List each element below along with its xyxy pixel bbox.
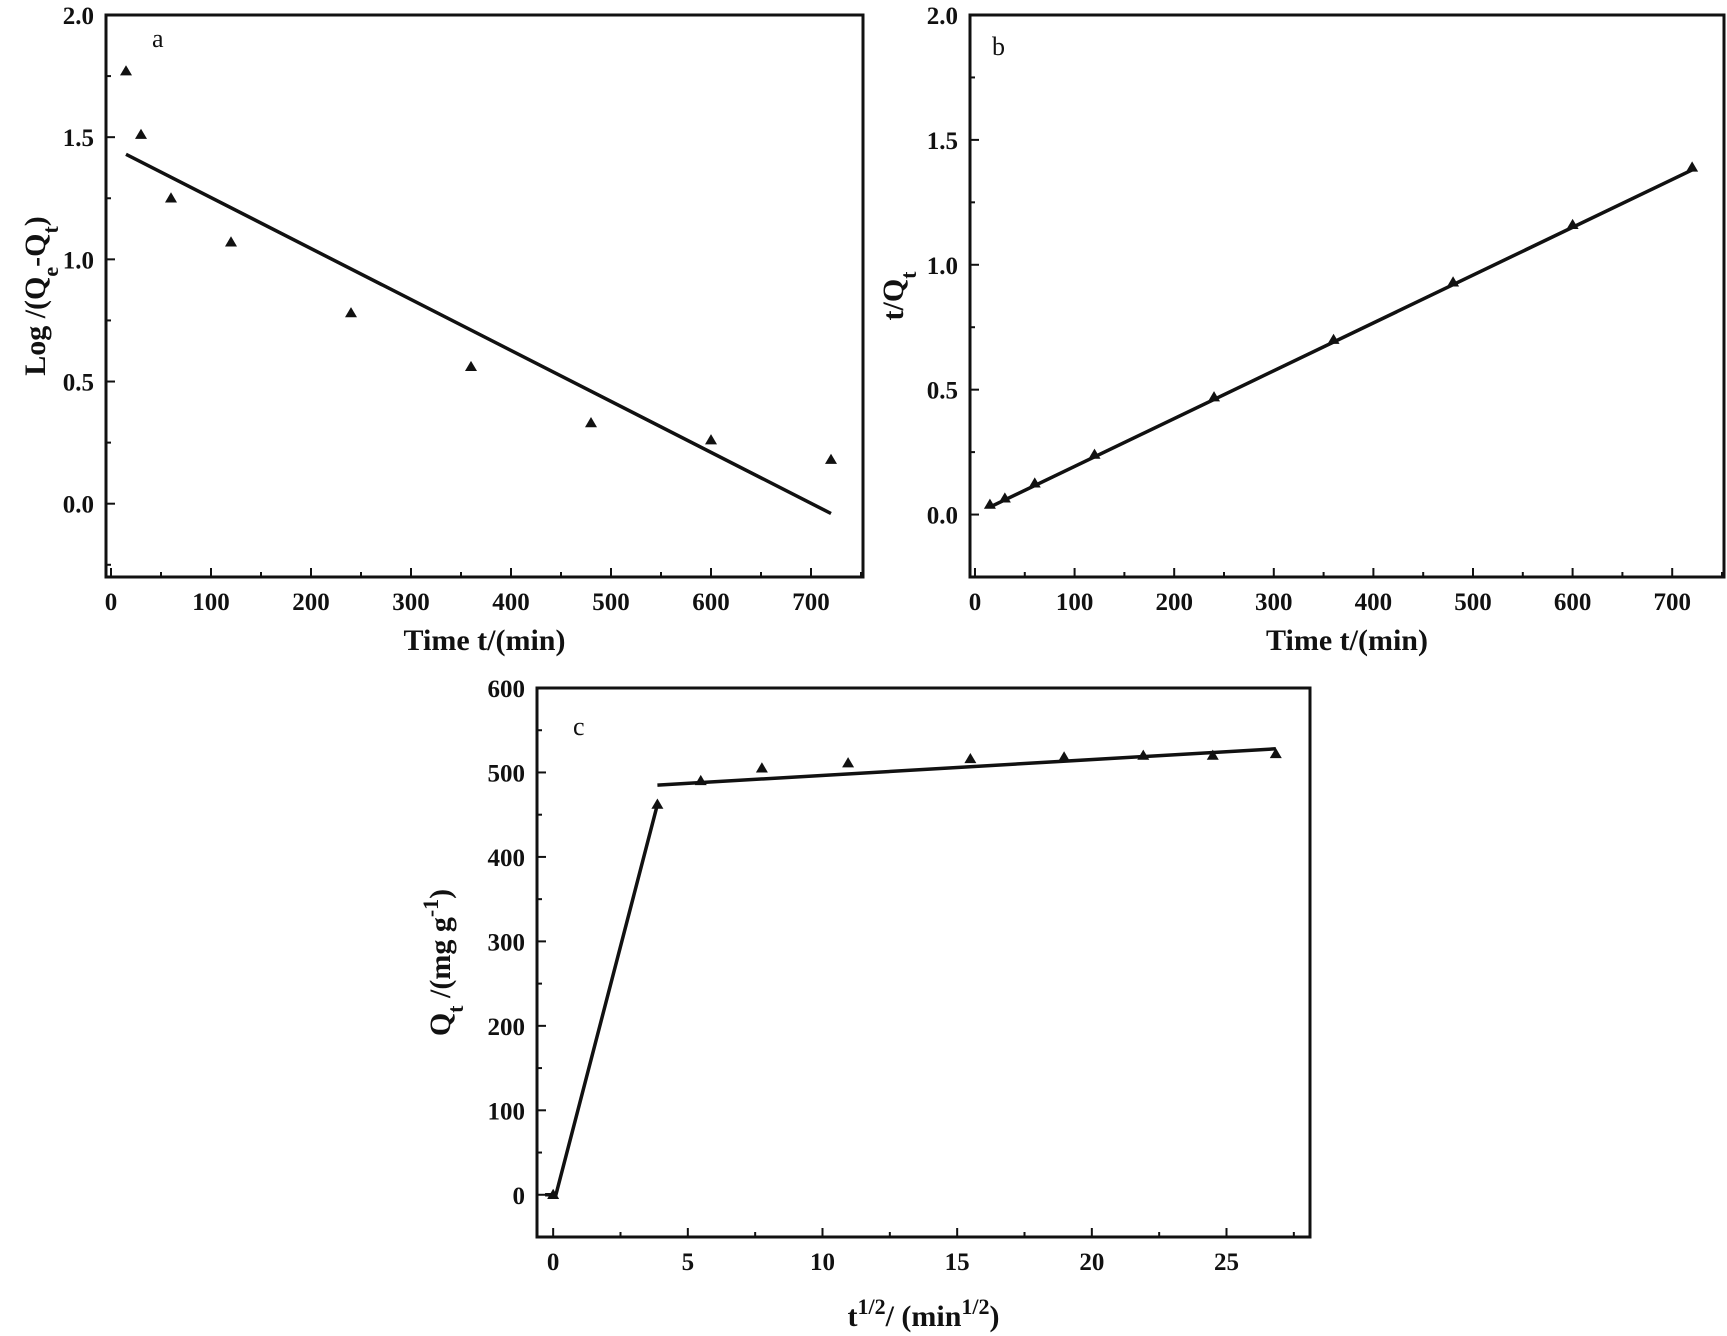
x-tick-label: 300 (392, 589, 430, 616)
y-tick-label: 600 (488, 676, 526, 703)
y-tick-label: 300 (488, 929, 526, 956)
x-tick-label: 400 (492, 589, 530, 616)
x-axis-title: Time t/(min) (1266, 624, 1428, 657)
data-point (1269, 747, 1282, 759)
panel-label: b (992, 32, 1005, 61)
data-point (964, 752, 977, 764)
fit-line (657, 747, 1276, 787)
y-tick-label: 1.5 (927, 128, 958, 155)
y-tick-label: 100 (488, 1098, 526, 1125)
y-tick-label: 2.0 (927, 3, 958, 30)
data-point (842, 757, 855, 768)
data-point (1206, 749, 1219, 760)
x-tick-label: 100 (192, 589, 230, 616)
data-point (1208, 391, 1221, 402)
panel-label: a (152, 24, 164, 53)
x-tick-label: 5 (682, 1249, 695, 1276)
x-tick-label: 200 (292, 589, 330, 616)
y-tick-label: 0.0 (63, 492, 94, 519)
y-tick-label: 0.0 (927, 503, 958, 530)
x-tick-label: 25 (1214, 1249, 1239, 1276)
x-tick-label: 500 (592, 589, 630, 616)
data-point (1058, 751, 1071, 762)
data-point (1686, 161, 1699, 172)
panel-b-pseudo-second-order: 0 100 200 300 400 500 600 700 0.0 0.5 1.0 1.5 2.0 b Ti… (877, 3, 1726, 657)
x-tick-label: 0 (105, 589, 118, 616)
data-point (585, 417, 597, 428)
y-tick-label: 1.0 (63, 247, 94, 274)
data-point (825, 453, 837, 464)
fit-line (125, 152, 832, 516)
data-point (998, 492, 1011, 503)
y-tick-label: 200 (488, 1014, 526, 1041)
x-tick-label: 300 (1255, 589, 1293, 616)
x-tick-label: 500 (1454, 589, 1492, 616)
data-point (694, 774, 707, 786)
plot-frame (968, 13, 1726, 579)
data-point (165, 192, 177, 203)
x-tick-label: 700 (792, 589, 830, 616)
y-tick-label: 500 (488, 760, 526, 787)
x-tick-label: 200 (1155, 589, 1193, 616)
y-tick-label: 2.0 (63, 3, 94, 30)
x-tick-label: 20 (1079, 1249, 1104, 1276)
data-point (135, 128, 147, 139)
fit-line (545, 804, 660, 1197)
y-axis-title: Log /(Qe-Qt) (19, 216, 63, 376)
y-tick-label: 0.5 (927, 378, 958, 405)
x-tick-label: 15 (945, 1249, 970, 1276)
panel-label: c (573, 712, 585, 741)
x-tick-label: 10 (810, 1249, 835, 1276)
plot-frame (104, 13, 865, 579)
data-point (755, 762, 768, 773)
y-axis-title: t/Qt (877, 271, 921, 321)
x-tick-label: 400 (1355, 589, 1393, 616)
data-point (345, 307, 357, 318)
data-point (651, 798, 664, 809)
x-tick-label: 700 (1653, 589, 1691, 616)
data-point (465, 360, 477, 372)
panel-c-intraparticle-diffusion: 0 5 10 15 20 25 0 100 200 300 400 500 600 c t1/2/ (min… (418, 676, 1312, 1334)
x-axis-title: t1/2/ (min1/2) (847, 1294, 999, 1334)
y-tick-label: 1.5 (63, 125, 94, 152)
data-point (1566, 218, 1579, 230)
x-axis-title: Time t/(min) (404, 624, 566, 657)
data-point (1447, 276, 1460, 287)
data-point (1088, 448, 1101, 459)
plot-frame (535, 686, 1312, 1239)
x-tick-label: 600 (1554, 589, 1592, 616)
data-point (1028, 477, 1041, 488)
data-point (983, 498, 996, 509)
data-point (547, 1188, 560, 1199)
data-point (1327, 333, 1340, 344)
y-tick-label: 0.5 (63, 370, 94, 397)
data-point (705, 434, 717, 445)
data-point (120, 65, 132, 76)
panel-a-pseudo-first-order: 0 100 200 300 400 500 600 700 0.0 0.5 1.0 1.5 2.0 a Ti… (19, 3, 865, 657)
y-axis-title: Qt /(mg g-1) (418, 889, 468, 1036)
y-tick-label: 0 (513, 1183, 526, 1210)
x-tick-label: 0 (547, 1249, 560, 1276)
y-tick-label: 1.0 (927, 253, 958, 280)
x-tick-label: 100 (1056, 589, 1094, 616)
x-tick-label: 0 (969, 589, 982, 616)
data-point (1137, 749, 1150, 760)
data-point (225, 236, 237, 247)
x-tick-label: 600 (692, 589, 730, 616)
y-tick-label: 400 (488, 845, 526, 872)
